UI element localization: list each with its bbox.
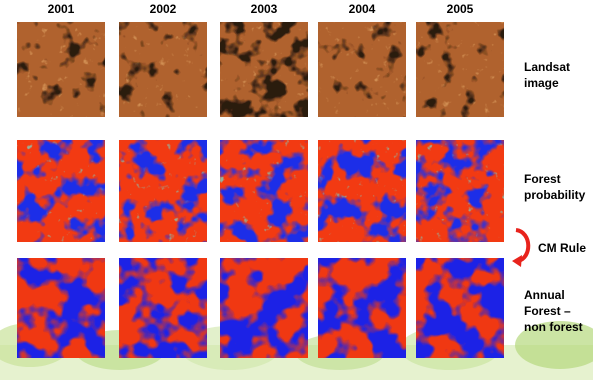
- satellite-image: [119, 258, 207, 358]
- image-blobs: [318, 140, 406, 242]
- arrow-head: [512, 255, 522, 267]
- image-blobs: [17, 22, 105, 117]
- satellite-image: [416, 258, 504, 358]
- row-label: Forest –: [524, 304, 571, 318]
- satellite-image: [119, 22, 207, 117]
- satellite-image: [318, 258, 406, 358]
- image-blobs: [17, 140, 105, 242]
- column-header: 2004: [349, 2, 376, 16]
- transition-label: CM Rule: [538, 241, 586, 255]
- image-blobs: [416, 258, 504, 358]
- image-blobs: [416, 22, 504, 117]
- column-header: 2005: [447, 2, 474, 16]
- transition-arrow: [516, 230, 528, 261]
- image-grid: [17, 22, 504, 358]
- satellite-image: [318, 140, 406, 242]
- column-header: 2002: [150, 2, 177, 16]
- image-blobs: [220, 258, 308, 358]
- image-blobs: [318, 258, 406, 358]
- column-header: 2003: [251, 2, 278, 16]
- satellite-image: [416, 140, 504, 242]
- satellite-image: [17, 140, 105, 242]
- satellite-image: [318, 22, 406, 117]
- image-blobs: [119, 258, 207, 358]
- row-label: Forest: [524, 172, 561, 186]
- image-blobs: [17, 258, 105, 358]
- satellite-image: [119, 140, 207, 242]
- page: 2001 2002 2003 2004 2005 Landsat image Forest pr…: [0, 0, 593, 380]
- image-blobs: [119, 140, 207, 242]
- satellite-image: [17, 22, 105, 117]
- satellite-image: [416, 22, 504, 117]
- image-blobs: [220, 22, 308, 117]
- image-blobs: [318, 22, 406, 117]
- row-label: probability: [524, 188, 586, 202]
- satellite-image: [220, 258, 308, 358]
- image-blobs: [416, 140, 504, 242]
- image-blobs: [220, 140, 308, 242]
- column-header: 2001: [48, 2, 75, 16]
- figure: 2001 2002 2003 2004 2005 Landsat image Forest pr…: [0, 0, 593, 380]
- row-label: image: [524, 76, 559, 90]
- row-label: non forest: [524, 320, 583, 334]
- row-label: Annual: [524, 288, 565, 302]
- satellite-image: [220, 22, 308, 117]
- satellite-image: [17, 258, 105, 358]
- satellite-image: [220, 140, 308, 242]
- row-label: Landsat: [524, 60, 570, 74]
- image-blobs: [119, 22, 207, 117]
